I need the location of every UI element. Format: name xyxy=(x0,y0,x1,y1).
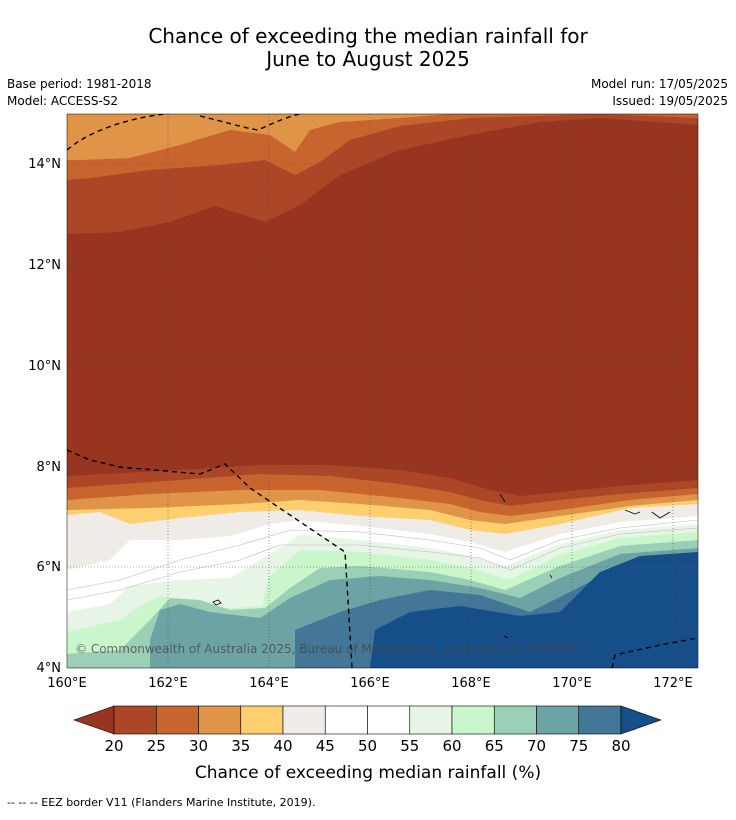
eez-border xyxy=(67,114,698,668)
base-period: Base period: 1981-2018 xyxy=(7,77,152,91)
colorbar-tick-label: 40 xyxy=(273,737,292,755)
lat-label: 14°N xyxy=(28,157,61,172)
colorbar-tick-label: 25 xyxy=(147,737,166,755)
colorbar-segment xyxy=(198,705,242,735)
colorbar-segment xyxy=(282,705,326,735)
copyright-text: © Commonwealth of Australia 2025, Bureau… xyxy=(75,642,580,656)
colorbar xyxy=(73,705,662,735)
map-title-line2: June to August 2025 xyxy=(266,47,470,71)
colorbar-tick-label: 70 xyxy=(527,737,546,755)
colorbar-segment xyxy=(451,705,495,735)
lat-label: 10°N xyxy=(28,359,61,374)
lat-label: 4°N xyxy=(37,661,62,676)
colorbar-tick-label: 30 xyxy=(189,737,208,755)
colorbar-segment xyxy=(578,705,622,735)
colorbar-ticks: 20 25 30 35 40 45 50 55 60 65 70 75 80 xyxy=(104,737,630,755)
band-80-max xyxy=(370,552,698,668)
lat-label: 6°N xyxy=(37,560,62,575)
islands xyxy=(212,493,671,639)
colorbar-tick-label: 35 xyxy=(231,737,250,755)
colorbar-segment xyxy=(493,705,537,735)
colorbar-segment xyxy=(324,705,368,735)
lon-label: 164°E xyxy=(249,676,289,691)
colorbar-tick-label: 60 xyxy=(442,737,461,755)
contour-lines xyxy=(67,519,698,601)
colorbar-tick-label: 45 xyxy=(316,737,335,755)
colorbar-tick-label: 65 xyxy=(485,737,504,755)
colorbar-segment xyxy=(409,705,453,735)
lon-label: 166°E xyxy=(350,676,390,691)
band-35-40-top xyxy=(67,114,450,160)
lon-label: 170°E xyxy=(552,676,592,691)
colorbar-segment xyxy=(113,705,157,735)
colorbar-segment xyxy=(367,705,411,735)
model-run: Model run: 17/05/2025 xyxy=(590,77,728,91)
lat-label: 8°N xyxy=(37,460,62,475)
issued-date: Issued: 19/05/2025 xyxy=(612,94,728,108)
colorbar-segment xyxy=(155,705,199,735)
lat-label: 12°N xyxy=(28,258,61,273)
colorbar-arrow-low xyxy=(73,705,115,735)
colorbar-segment xyxy=(240,705,284,735)
lat-labels: 14°N 12°N 10°N 8°N 6°N 4°N xyxy=(28,157,61,676)
lon-label: 160°E xyxy=(47,676,87,691)
eez-legend-note: -- -- -- EEZ border V11 (Flanders Marine… xyxy=(7,796,316,809)
colorbar-arrow-high xyxy=(620,705,662,735)
map-frame xyxy=(66,113,699,669)
colorbar-tick-label: 55 xyxy=(400,737,419,755)
colorbar-segment xyxy=(536,705,580,735)
colorbar-tick-label: 75 xyxy=(569,737,588,755)
colorbar-tick-label: 80 xyxy=(611,737,630,755)
colorbar-tick-label: 20 xyxy=(104,737,123,755)
rainfall-probability-map xyxy=(67,114,698,668)
lon-label: 172°E xyxy=(653,676,693,691)
gridlines xyxy=(67,114,698,668)
lon-labels: 160°E 162°E 164°E 166°E 168°E 170°E 172°… xyxy=(47,676,693,691)
lon-label: 162°E xyxy=(148,676,188,691)
map-title-line1: Chance of exceeding the median rainfall … xyxy=(148,24,588,48)
colorbar-label: Chance of exceeding median rainfall (%) xyxy=(195,763,541,783)
colorbar-tick-label: 50 xyxy=(358,737,377,755)
model-name: Model: ACCESS-S2 xyxy=(7,94,119,108)
lon-label: 168°E xyxy=(451,676,491,691)
